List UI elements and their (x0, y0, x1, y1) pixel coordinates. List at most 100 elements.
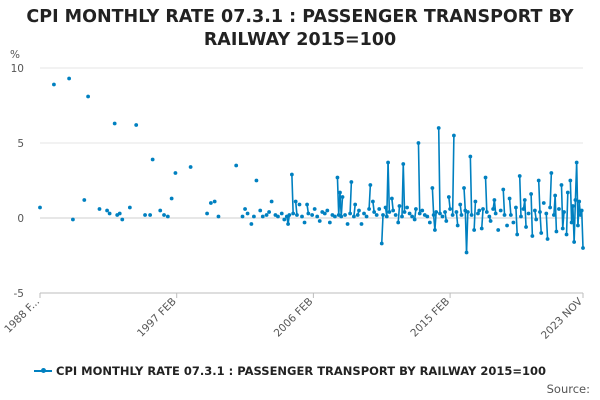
data-point (335, 175, 340, 180)
data-point (148, 213, 153, 217)
data-point (564, 232, 569, 237)
series-line-segment (368, 184, 372, 210)
data-point (258, 208, 263, 213)
data-point (402, 210, 407, 214)
source-label: Source: (546, 382, 590, 396)
series-line-segment (493, 199, 497, 215)
data-point (379, 241, 384, 246)
data-point (384, 214, 389, 219)
data-point (430, 186, 435, 190)
data-point (548, 205, 552, 210)
x-tick-label: 1988 F... (2, 296, 42, 336)
data-point (507, 196, 512, 201)
data-point (464, 250, 469, 255)
data-point (287, 213, 292, 217)
data-point (357, 208, 361, 213)
data-point (327, 220, 332, 225)
data-point (333, 214, 337, 219)
series-line-segment (349, 181, 353, 215)
data-point (487, 214, 492, 219)
data-point (536, 178, 541, 183)
data-point (240, 214, 245, 219)
series-line-segment (291, 173, 294, 215)
grid-lines (40, 67, 583, 294)
data-point (315, 214, 320, 219)
data-point (158, 208, 163, 213)
data-point (501, 187, 506, 192)
data-point (86, 94, 90, 99)
data-point (579, 208, 584, 213)
data-point (169, 196, 174, 201)
data-point (545, 237, 550, 241)
data-point (568, 178, 573, 183)
series-line-segment (530, 193, 534, 237)
data-point (420, 208, 425, 213)
data-point (300, 214, 304, 219)
data-point (355, 213, 360, 217)
data-point (448, 207, 452, 211)
data-point (515, 232, 520, 237)
data-point (557, 207, 561, 211)
series-line-segment (391, 197, 394, 212)
data-point (417, 211, 422, 216)
x-tick-label: 2006 FEB (272, 296, 316, 340)
data-point (368, 183, 373, 187)
data-point (312, 207, 317, 211)
data-point (511, 220, 516, 225)
x-axis: 1988 F... 1997 FEB 2006 FEB 2015 FEB 2023 NO… (2, 292, 586, 342)
legend-swatch-icon (34, 366, 52, 376)
data-point (529, 192, 534, 196)
data-point (534, 217, 539, 222)
data-point (127, 205, 132, 210)
data-point (538, 210, 542, 214)
data-point (396, 220, 401, 225)
data-point (560, 226, 565, 231)
data-point (249, 222, 254, 226)
data-point (578, 213, 583, 217)
y-tick-label: -5 (14, 288, 24, 300)
data-point (577, 199, 582, 204)
data-point (120, 217, 125, 222)
data-point (427, 220, 432, 225)
series-line-segment (537, 179, 541, 213)
data-point (279, 211, 284, 216)
data-point (530, 234, 535, 238)
series-line-segment (294, 200, 298, 216)
data-point (302, 220, 307, 225)
data-point (188, 165, 193, 169)
data-point (107, 211, 112, 216)
data-point (508, 213, 513, 217)
data-point (353, 202, 358, 207)
data-point (67, 76, 72, 81)
data-point (454, 210, 459, 214)
data-point (317, 219, 322, 223)
data-point (165, 214, 170, 219)
data-point (386, 160, 390, 165)
data-point (276, 214, 280, 219)
data-point (393, 213, 398, 217)
data-point (389, 196, 394, 201)
data-point (517, 174, 522, 178)
series-line-segment (434, 211, 437, 231)
data-point (436, 126, 441, 130)
data-point (391, 208, 396, 213)
data-point (345, 222, 350, 226)
data-point (492, 198, 497, 202)
data-point (38, 205, 42, 210)
data-point (493, 211, 498, 216)
data-point (524, 225, 528, 229)
data-point (305, 202, 309, 207)
data-point (289, 172, 294, 177)
data-point (483, 175, 488, 180)
data-point (502, 213, 507, 217)
data-point (260, 214, 265, 219)
data-point (433, 228, 437, 232)
data-point (570, 204, 575, 208)
data-point (306, 211, 311, 216)
data-point (269, 199, 274, 204)
data-point (476, 211, 480, 216)
data-point (367, 207, 371, 211)
series-line-segment (573, 199, 577, 243)
data-point (462, 186, 466, 190)
series-line-segment (380, 214, 384, 245)
